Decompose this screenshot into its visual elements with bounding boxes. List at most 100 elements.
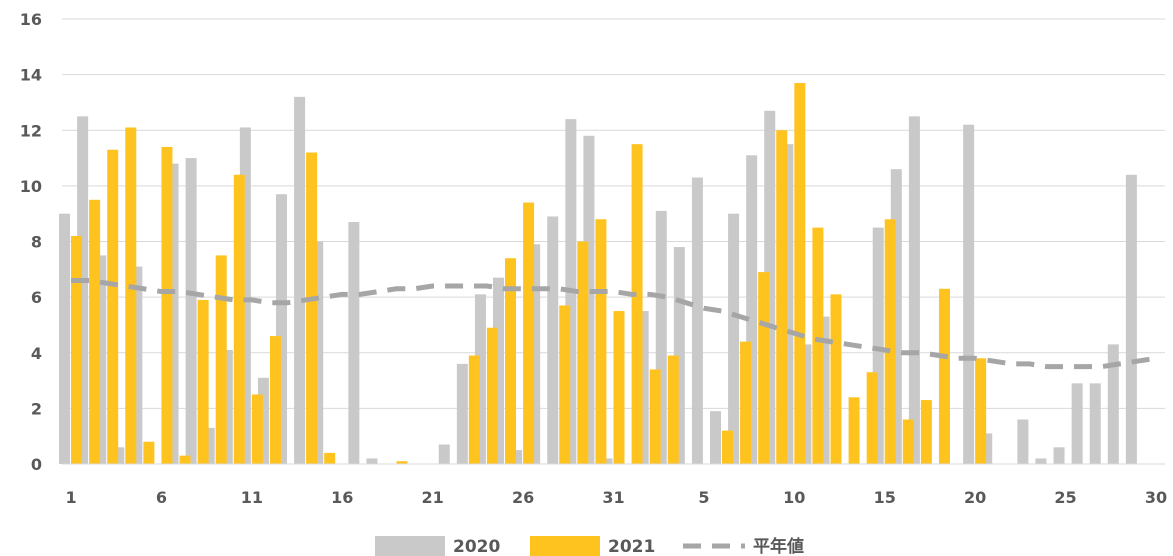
bar-2021-12 — [269, 336, 281, 464]
bar-2021-30 — [595, 219, 607, 464]
bar-2020-28 — [547, 216, 559, 464]
bar-2020-51 — [963, 124, 975, 464]
bar-2021-28 — [559, 305, 571, 464]
bar-2020-15 — [312, 241, 324, 464]
legend-label: 2020 — [453, 537, 500, 556]
bar-2021-37 — [721, 430, 733, 465]
bar-2020-39 — [746, 155, 758, 464]
bar-2021-1 — [71, 235, 83, 464]
bar-2021-29 — [577, 241, 589, 464]
x-tick-label: 5 — [698, 488, 709, 507]
x-tick-label: 20 — [964, 488, 986, 507]
bar-2020-10 — [221, 349, 233, 464]
bar-2021-39 — [758, 272, 770, 464]
bar-2021-38 — [740, 341, 752, 465]
x-tick-label: 21 — [422, 488, 444, 507]
bar-2020-59 — [1107, 344, 1119, 464]
bar-2020-57 — [1071, 383, 1083, 464]
bar-2021-41 — [794, 82, 806, 464]
bar-2021-8 — [197, 299, 209, 464]
bar-2020-54 — [1017, 419, 1029, 464]
bar-2020-24 — [474, 294, 486, 464]
bar-2020-48 — [908, 116, 920, 464]
y-tick-label: 2 — [31, 399, 42, 418]
line-normal-series — [71, 277, 1157, 370]
bar-2021-46 — [884, 219, 896, 464]
x-tick-label: 26 — [512, 488, 534, 507]
bars — [59, 82, 1137, 465]
bar-2021-47 — [902, 419, 914, 464]
bar-2020-13 — [276, 194, 288, 464]
bar-2020-34 — [655, 210, 667, 464]
bar-2021-6 — [161, 146, 173, 464]
bar-2021-51 — [975, 358, 987, 464]
bar-2020-22 — [438, 444, 450, 464]
bar-2020-47 — [890, 169, 902, 464]
bar-2020-7 — [167, 163, 179, 465]
bar-2020-55 — [1035, 458, 1047, 464]
bar-2020-46 — [872, 227, 884, 464]
bar-2021-7 — [179, 455, 191, 464]
y-tick-label: 6 — [31, 288, 42, 307]
bar-2020-3 — [95, 255, 107, 464]
y-tick-label: 10 — [20, 177, 42, 196]
y-tick-label: 16 — [20, 10, 42, 29]
bar-2021-43 — [830, 294, 842, 464]
legend-label: 平年値 — [753, 536, 804, 556]
bar-2020-5 — [131, 266, 143, 464]
legend: 2020 2021 平年値 — [375, 536, 804, 556]
bar-2021-31 — [613, 311, 625, 464]
bar-2021-32 — [631, 144, 643, 464]
x-tick-label: 15 — [874, 488, 896, 507]
bar-2021-19 — [396, 461, 408, 464]
bar-2021-4 — [125, 127, 137, 464]
bar-2021-45 — [866, 372, 878, 464]
x-axis-ticks: 1 6 11 16 21 26 31 5 10 15 20 25 30 — [65, 488, 1167, 507]
bar-2021-11 — [251, 394, 263, 464]
x-tick-label: 30 — [1145, 488, 1167, 507]
y-tick-label: 14 — [20, 66, 42, 85]
bar-2021-9 — [215, 255, 227, 464]
bar-2020-2 — [77, 116, 89, 464]
bar-2021-49 — [938, 288, 950, 464]
bar-2020-18 — [366, 458, 378, 464]
bar-2021-33 — [649, 369, 661, 464]
bar-2021-23 — [468, 355, 480, 464]
bar-2021-48 — [920, 400, 932, 464]
bar-2020-60 — [1125, 174, 1137, 464]
bar-2020-56 — [1053, 447, 1065, 464]
bar-2020-14 — [294, 96, 306, 465]
bar-2020-30 — [583, 135, 595, 464]
bar-2021-44 — [848, 397, 860, 464]
bar-2020-58 — [1089, 383, 1101, 464]
normal-line — [71, 277, 1157, 370]
bar-2021-34 — [667, 355, 679, 464]
bar-2020-9 — [203, 427, 215, 464]
bar-2020-4 — [113, 447, 125, 464]
bar-2021-15 — [324, 452, 336, 465]
legend-label: 2021 — [608, 537, 655, 556]
x-tick-label: 31 — [602, 488, 624, 507]
bar-2021-3 — [107, 149, 119, 464]
bar-2020-12 — [257, 377, 269, 464]
bar-2020-37 — [709, 411, 721, 464]
bar-2020-31 — [601, 458, 613, 464]
y-tick-label: 8 — [31, 233, 42, 252]
x-tick-label: 11 — [241, 488, 263, 507]
bar-2020-38 — [728, 213, 740, 464]
bar-2020-40 — [764, 110, 776, 464]
bar-2020-17 — [348, 222, 360, 464]
bar-2020-43 — [818, 316, 830, 464]
bar-2020-1 — [59, 213, 71, 464]
bar-2020-52 — [981, 433, 993, 464]
bar-2020-8 — [185, 158, 197, 464]
bar-2020-26 — [511, 450, 523, 464]
bar-2021-10 — [233, 174, 245, 464]
bar-2020-33 — [637, 311, 649, 464]
bar-2020-25 — [493, 277, 505, 464]
y-tick-label: 12 — [20, 121, 42, 140]
bar-2021-14 — [306, 152, 318, 464]
bar-2020-36 — [691, 177, 703, 464]
y-tick-label: 0 — [31, 455, 42, 474]
